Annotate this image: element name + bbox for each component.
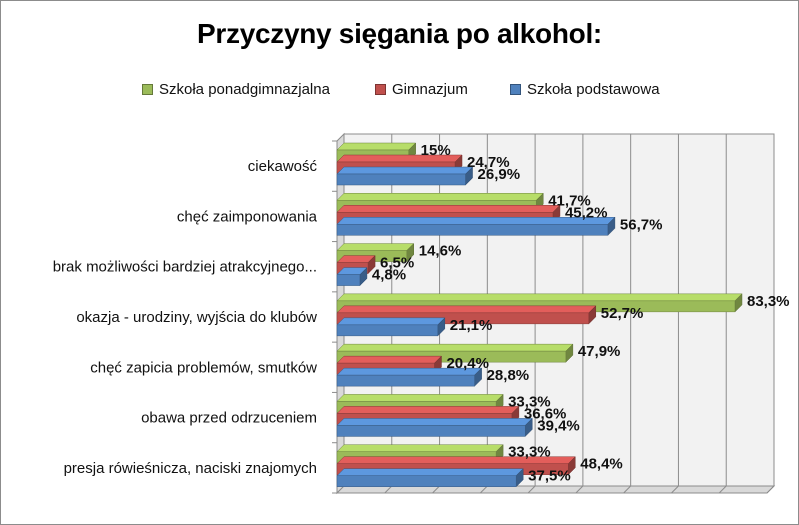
bar bbox=[336, 425, 526, 437]
bar-top bbox=[336, 418, 533, 426]
bar-top bbox=[336, 394, 504, 402]
gridline-floor bbox=[671, 485, 679, 494]
category-label: obawa przed odrzuceniem bbox=[141, 410, 317, 427]
data-label: 4,8% bbox=[372, 267, 406, 284]
gridline-floor bbox=[575, 485, 584, 494]
data-label: 26,9% bbox=[478, 166, 521, 183]
data-label: 45,2% bbox=[565, 204, 608, 221]
data-label: 14,6% bbox=[419, 243, 462, 260]
category-label: okazja - urodziny, wyjścia do klubów bbox=[76, 309, 317, 326]
bar-top bbox=[336, 205, 561, 213]
legend-label-ponadgimnazjalna: Szkoła ponadgimnazjalna bbox=[159, 80, 330, 98]
legend-label-podstawowa: Szkoła podstawowa bbox=[527, 80, 660, 98]
bar bbox=[336, 350, 567, 363]
legend-item-podstawowa: Szkoła podstawowa bbox=[510, 78, 660, 100]
data-label: 6,5% bbox=[380, 255, 414, 272]
legend-swatch-podstawowa bbox=[510, 83, 521, 95]
data-label: 48,4% bbox=[580, 456, 623, 473]
bar bbox=[336, 374, 475, 387]
legend-item-gimnazjum: Gimnazjum bbox=[375, 78, 468, 100]
bar bbox=[336, 475, 517, 487]
gridline-floor bbox=[718, 485, 727, 494]
bar bbox=[336, 274, 361, 286]
bar bbox=[336, 224, 609, 236]
data-label: 20,4% bbox=[446, 355, 489, 372]
bar-top bbox=[336, 293, 743, 302]
gridline-floor bbox=[432, 485, 440, 494]
data-label: 24,7% bbox=[467, 154, 510, 171]
bar-top bbox=[336, 444, 504, 452]
bar bbox=[336, 324, 439, 337]
legend-swatch-gimnazjum bbox=[375, 83, 386, 95]
category-label: chęć zapicia problemów, smutków bbox=[90, 359, 317, 376]
bar-top bbox=[336, 406, 520, 414]
chart-legend: Szkoła ponadgimnazjalna Gimnazjum Szkoła… bbox=[0, 78, 799, 102]
gridline-floor bbox=[623, 485, 632, 494]
legend-label-gimnazjum: Gimnazjum bbox=[392, 80, 468, 98]
bar bbox=[336, 312, 590, 325]
data-label: 56,7% bbox=[620, 216, 663, 233]
chart-title: Przyczyny sięgania po alkohol: bbox=[197, 18, 602, 49]
data-label: 37,5% bbox=[528, 468, 571, 485]
category-label: chęć zaimponowania bbox=[177, 208, 318, 225]
data-label: 15% bbox=[421, 142, 451, 159]
data-label: 33,3% bbox=[508, 393, 551, 410]
gridline-floor bbox=[384, 485, 393, 494]
data-label: 39,4% bbox=[537, 417, 580, 434]
bar bbox=[336, 173, 466, 186]
legend-swatch-ponadgimnazjalna bbox=[142, 83, 153, 95]
legend-item-ponadgimnazjalna: Szkoła ponadgimnazjalna bbox=[142, 78, 330, 100]
category-label: brak możliwości bardziej atrakcyjnego... bbox=[53, 259, 317, 276]
data-label: 47,9% bbox=[578, 343, 621, 360]
bar-top bbox=[336, 166, 474, 175]
bar-top bbox=[336, 317, 446, 326]
bar-top bbox=[336, 468, 524, 476]
gridline-floor bbox=[479, 485, 488, 494]
data-label: 28,8% bbox=[487, 367, 530, 384]
bar-top bbox=[336, 343, 574, 352]
bar-top bbox=[336, 243, 415, 251]
bar-top bbox=[336, 355, 443, 364]
gridline-floor bbox=[527, 485, 536, 494]
data-label: 21,1% bbox=[450, 317, 493, 334]
data-label: 33,3% bbox=[508, 444, 551, 461]
gridline-floor bbox=[766, 485, 775, 494]
category-label: presja rówieśnicza, naciski znajomych bbox=[64, 460, 317, 477]
plot-floor bbox=[335, 485, 776, 494]
bar-top bbox=[336, 193, 544, 201]
category-label: ciekawość bbox=[248, 158, 318, 175]
data-label: 36,6% bbox=[524, 405, 567, 422]
bar-top bbox=[336, 305, 597, 314]
data-label: 52,7% bbox=[601, 305, 644, 322]
data-label: 41,7% bbox=[548, 192, 591, 209]
data-label: 83,3% bbox=[747, 293, 790, 310]
bar-top bbox=[336, 142, 417, 151]
